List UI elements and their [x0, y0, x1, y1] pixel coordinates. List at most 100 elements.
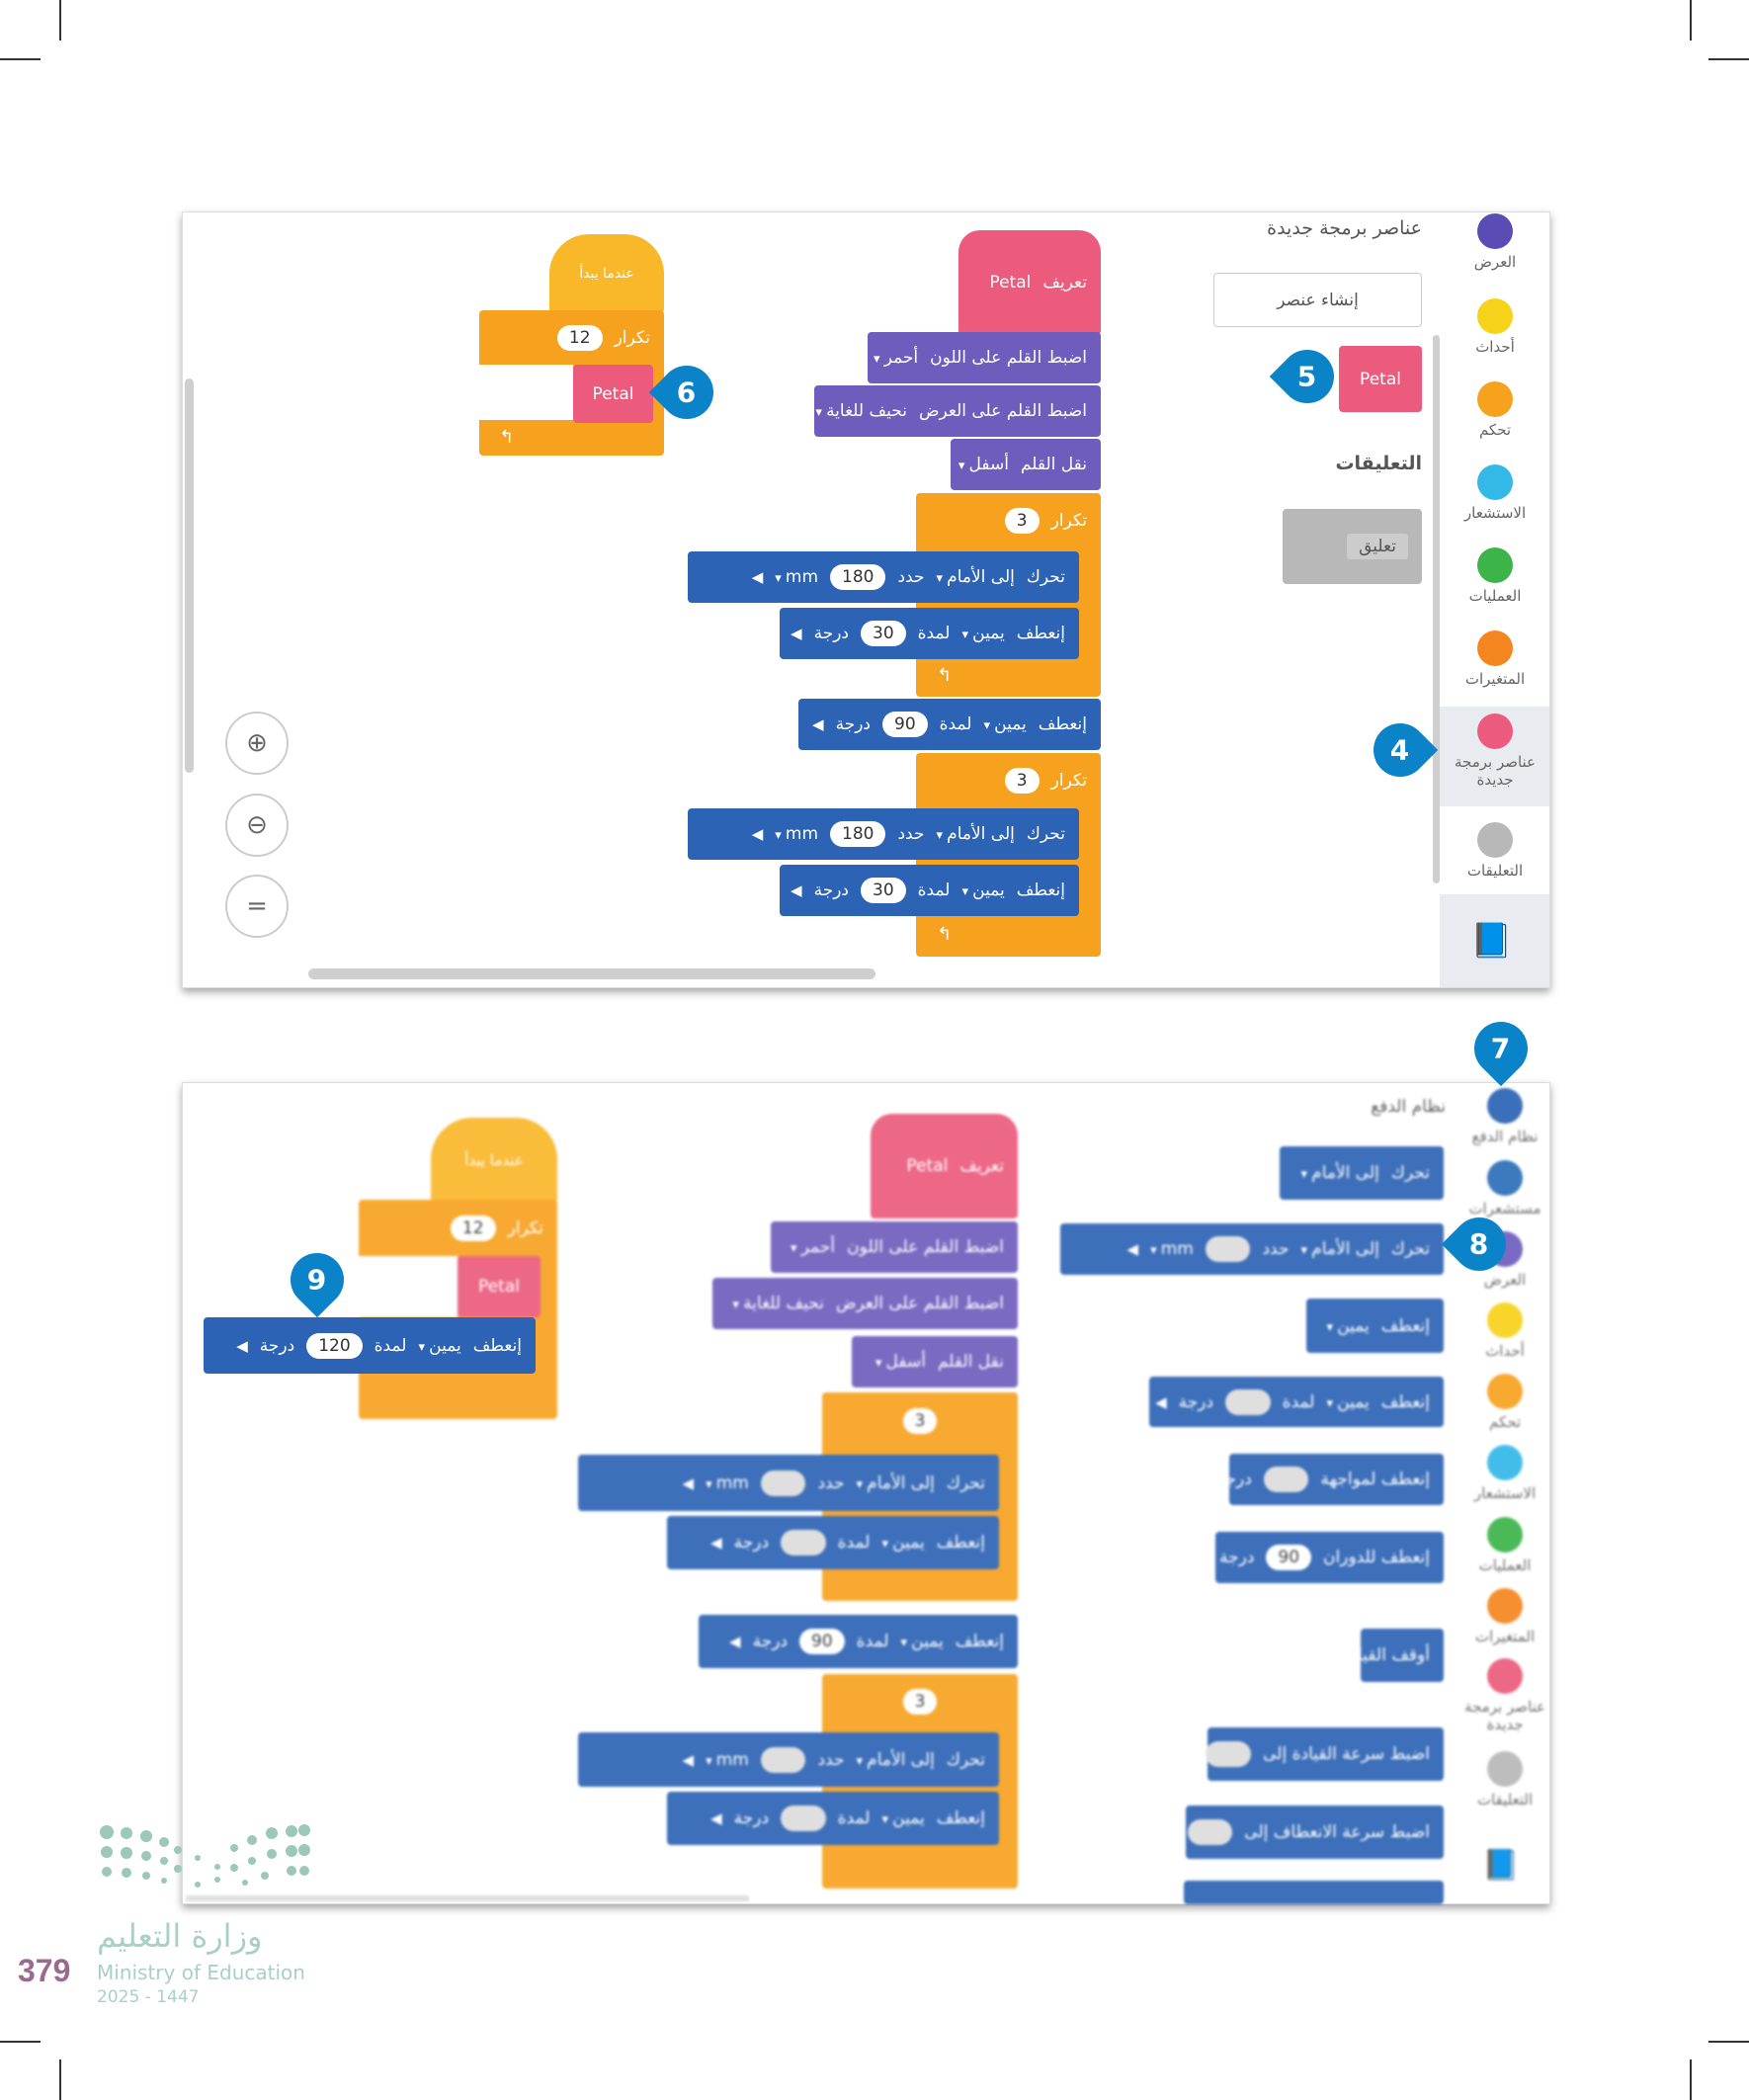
value-input[interactable]: 3	[902, 1689, 938, 1715]
set-pen-color-block[interactable]: اضبط القلم على اللون أحمر	[771, 1221, 1018, 1273]
move-forward-block[interactable]: تحرك إلى الأمام حدد mm ◀	[578, 1455, 999, 1511]
dropdown[interactable]: إلى الأمام	[857, 1473, 935, 1493]
category-label[interactable]: الاستشعار	[1463, 504, 1527, 522]
value-input[interactable]	[781, 1530, 826, 1555]
dropdown[interactable]: يمين	[1326, 1316, 1370, 1336]
category-label[interactable]: الاستشعار	[1473, 1484, 1537, 1502]
dropdown[interactable]: أحمر	[791, 1237, 835, 1257]
turn-right-block[interactable]: إنعطف يمين لمدة 30 درجة ◀	[780, 608, 1079, 659]
palette-set-drive-speed-block[interactable]: اضبط سرعة القيادة إلى %	[1178, 1727, 1444, 1781]
dropdown[interactable]: إلى الأمام	[937, 824, 1015, 844]
value-input[interactable]: 180	[830, 821, 886, 847]
define-petal-block[interactable]: تعريف Petal	[871, 1114, 1018, 1218]
collapse-arrow-icon[interactable]: ◀	[751, 825, 764, 843]
category-label[interactable]: عناصر برمجة جديدة	[1463, 1698, 1546, 1733]
category-dot-icon[interactable]	[1477, 464, 1513, 500]
category-dot-icon[interactable]	[1487, 1302, 1523, 1338]
value-input[interactable]	[760, 1470, 806, 1496]
palette-set-turn-speed-block[interactable]: اضبط سرعة الانعطاف إلى %	[1160, 1806, 1444, 1859]
category-dot-icon[interactable]	[1487, 1517, 1523, 1553]
zoom-out-button[interactable]: ⊖	[225, 794, 289, 857]
repeat-count-input[interactable]: 12	[556, 324, 603, 351]
set-pen-width-block[interactable]: اضبط القلم على العرض نحيف للغاية	[712, 1278, 1018, 1329]
value-input[interactable]: 90	[799, 1629, 845, 1654]
reset-zoom-button[interactable]: =	[225, 875, 289, 938]
turn-90-block[interactable]: إنعطف يمين لمدة 90 درجة ◀	[699, 1615, 1018, 1668]
collapse-arrow-icon[interactable]: ◀	[751, 568, 764, 586]
collapse-arrow-icon[interactable]: ◀	[729, 1633, 741, 1650]
dropdown[interactable]: أسفل	[958, 455, 1008, 474]
dropdown[interactable]: يمين	[900, 1632, 944, 1651]
dropdown[interactable]: نحيف للغاية	[732, 1294, 824, 1313]
category-dot-icon[interactable]	[1477, 822, 1513, 858]
category-dot-icon[interactable]	[1487, 1751, 1523, 1787]
category-dot-icon[interactable]	[1477, 630, 1513, 666]
collapse-arrow-icon[interactable]: ◀	[710, 1534, 722, 1552]
turn-right-block[interactable]: إنعطف يمين لمدة درجة ◀	[667, 1516, 999, 1569]
value-input[interactable]	[1205, 1236, 1251, 1262]
category-dot-icon[interactable]	[1477, 381, 1513, 417]
category-dot-icon[interactable]	[1487, 1445, 1523, 1480]
category-label[interactable]: مستشعرات	[1468, 1200, 1541, 1218]
dropdown[interactable]: إلى الأمام	[1301, 1163, 1379, 1183]
category-label[interactable]: التعليقات	[1476, 1791, 1534, 1808]
palette-move-distance-block[interactable]: تحرك إلى الأمام حدد mm ◀	[1060, 1223, 1444, 1275]
value-input[interactable]: 30	[861, 621, 906, 646]
dropdown[interactable]: إلى الأمام	[857, 1750, 935, 1770]
dropdown[interactable]: mm	[775, 567, 818, 587]
value-input[interactable]: 3	[1004, 508, 1040, 534]
value-input[interactable]: 180	[830, 564, 886, 590]
create-block-button[interactable]: إنشاء عنصر	[1213, 273, 1422, 327]
collapse-arrow-icon[interactable]: ◀	[236, 1336, 248, 1355]
set-pen-width-block[interactable]: اضبط القلم على العرض نحيف للغاية	[814, 385, 1101, 437]
collapse-arrow-icon[interactable]: ◀	[1196, 1549, 1208, 1566]
dropdown[interactable]: mm	[1150, 1239, 1194, 1259]
dropdown[interactable]: يمين	[961, 624, 1005, 643]
define-petal-block[interactable]: تعريف Petal	[958, 230, 1101, 335]
collapse-arrow-icon[interactable]: ◀	[791, 882, 802, 899]
dropdown[interactable]: أسفل	[875, 1352, 925, 1372]
category-dot-icon[interactable]	[1487, 1588, 1523, 1624]
collapse-arrow-icon[interactable]: ◀	[682, 1750, 695, 1769]
category-label[interactable]: عناصر برمجة جديدة	[1454, 753, 1537, 789]
collapse-arrow-icon[interactable]: ◀	[812, 715, 824, 733]
category-label[interactable]: العرض	[1483, 1271, 1527, 1289]
category-dot-icon[interactable]	[1487, 1088, 1523, 1124]
value-input[interactable]: 90	[1266, 1545, 1312, 1570]
book-icon[interactable]: 📘	[1482, 1848, 1520, 1883]
workspace-horizontal-scrollbar[interactable]	[308, 968, 875, 979]
collapse-arrow-icon[interactable]: ◀	[710, 1809, 722, 1827]
category-label[interactable]: التعليقات	[1466, 862, 1524, 880]
category-dot-icon[interactable]	[1487, 1658, 1523, 1694]
when-start-hat-block[interactable]: عندما يبدأ	[549, 234, 664, 313]
category-label[interactable]: تحكم	[1488, 1413, 1522, 1431]
category-dot-icon[interactable]	[1477, 714, 1513, 749]
dropdown[interactable]: mm	[775, 824, 818, 844]
turn-right-block-2[interactable]: إنعطف يمين لمدة درجة ◀	[667, 1792, 999, 1845]
value-input[interactable]: 3	[902, 1408, 938, 1434]
value-input[interactable]	[1263, 1467, 1309, 1492]
turn-right-block-2[interactable]: إنعطف يمين لمدة 30 درجة ◀	[780, 865, 1079, 916]
dropdown[interactable]: يمين	[418, 1336, 461, 1356]
collapse-arrow-icon[interactable]: ◀	[1193, 1470, 1206, 1488]
dropdown[interactable]: أحمر	[874, 348, 918, 368]
value-input[interactable]: 90	[882, 712, 928, 737]
category-label[interactable]: العرض	[1473, 253, 1517, 271]
category-label[interactable]: أحداث	[1485, 1342, 1525, 1360]
value-input[interactable]	[1187, 1819, 1233, 1845]
petal-call-block[interactable]: Petal	[458, 1256, 541, 1317]
zoom-in-button[interactable]: ⊕	[225, 712, 289, 775]
collapse-arrow-icon[interactable]: ◀	[682, 1473, 695, 1492]
category-label[interactable]: العمليات	[1478, 1556, 1532, 1574]
workspace-horizontal-scrollbar[interactable]	[186, 1895, 749, 1901]
category-label[interactable]: المتغيرات	[1464, 670, 1526, 688]
palette-turn-block[interactable]: إنعطف يمين	[1306, 1299, 1444, 1353]
petal-palette-block[interactable]: Petal	[1339, 346, 1422, 412]
dragged-turn-120-block[interactable]: إنعطف يمين لمدة 120 درجة ◀	[204, 1317, 536, 1374]
petal-call-block[interactable]: Petal	[573, 365, 653, 423]
dropdown[interactable]: يمين	[881, 1533, 925, 1553]
palette-turn-rotation-block[interactable]: إنعطف للدوران 90 درجة ◀	[1196, 1532, 1444, 1583]
dropdown[interactable]: يمين	[983, 714, 1027, 734]
category-label[interactable]: أحداث	[1475, 338, 1515, 356]
dropdown[interactable]: إلى الأمام	[937, 567, 1015, 587]
